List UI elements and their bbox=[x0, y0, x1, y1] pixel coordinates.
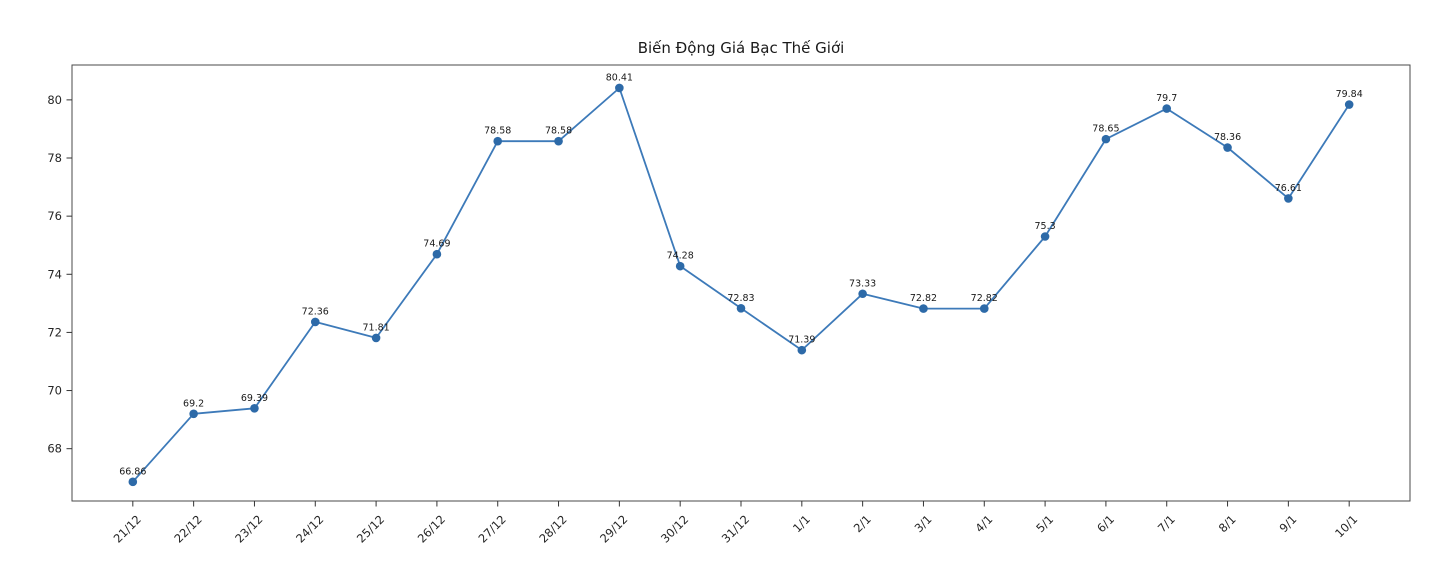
data-point bbox=[858, 289, 867, 299]
data-point-label: 78.58 bbox=[484, 126, 511, 137]
x-axis-tick-label: 27/12 bbox=[476, 512, 509, 545]
data-point bbox=[432, 249, 442, 259]
x-axis-tick-label: 23/12 bbox=[232, 512, 265, 545]
x-axis-tick-label: 4/1 bbox=[972, 512, 995, 535]
data-point-label: 78.36 bbox=[1214, 132, 1241, 143]
y-axis-tick-label: 72 bbox=[47, 325, 62, 339]
x-axis-tick-label: 28/12 bbox=[536, 512, 569, 545]
x-axis-tick-label: 5/1 bbox=[1033, 512, 1056, 535]
data-point bbox=[250, 403, 259, 413]
data-point-label: 80.41 bbox=[606, 72, 633, 83]
data-point bbox=[128, 477, 138, 487]
x-axis-tick-label: 30/12 bbox=[658, 512, 691, 545]
chart-title: Biến Động Giá Bạc Thế Giới bbox=[638, 39, 845, 57]
data-point-label: 78.65 bbox=[1092, 124, 1119, 135]
x-axis-tick-label: 22/12 bbox=[171, 512, 204, 545]
y-axis-tick-label: 80 bbox=[47, 93, 62, 107]
data-point-label: 76.61 bbox=[1275, 183, 1302, 194]
data-point bbox=[310, 317, 320, 327]
data-point-label: 69.39 bbox=[241, 393, 268, 404]
data-point-label: 79.84 bbox=[1336, 89, 1363, 100]
x-axis-tick-label: 31/12 bbox=[719, 512, 752, 545]
data-point-label: 73.33 bbox=[849, 278, 876, 289]
x-axis-tick-label: 21/12 bbox=[111, 512, 144, 545]
x-axis-tick-label: 2/1 bbox=[851, 512, 874, 535]
data-point bbox=[189, 409, 198, 419]
x-axis-tick-label: 26/12 bbox=[415, 512, 448, 545]
data-point-label: 72.83 bbox=[727, 293, 754, 304]
data-point bbox=[736, 303, 746, 313]
x-axis-tick-label: 3/1 bbox=[912, 512, 935, 535]
x-axis-tick-label: 10/1 bbox=[1332, 512, 1360, 540]
data-point bbox=[797, 345, 807, 355]
data-point bbox=[979, 304, 989, 313]
y-axis-tick-label: 74 bbox=[47, 267, 62, 281]
data-point bbox=[1162, 104, 1172, 113]
x-axis-tick-label: 7/1 bbox=[1155, 512, 1178, 535]
data-point bbox=[675, 261, 685, 271]
data-point bbox=[1344, 100, 1354, 109]
x-axis-tick-label: 25/12 bbox=[354, 512, 387, 545]
data-point bbox=[615, 83, 624, 93]
y-axis-tick-label: 70 bbox=[47, 384, 62, 398]
data-point bbox=[919, 304, 928, 313]
series-line bbox=[132, 87, 1350, 483]
data-point-label: 74.28 bbox=[667, 251, 694, 262]
data-point-label: 74.69 bbox=[423, 239, 450, 250]
y-axis-tick-label: 76 bbox=[47, 209, 62, 223]
data-point bbox=[493, 136, 503, 146]
x-axis-tick-label: 24/12 bbox=[293, 512, 326, 545]
y-axis-tick-label: 78 bbox=[47, 151, 62, 165]
x-axis-tick-label: 1/1 bbox=[790, 512, 813, 535]
x-axis-tick-label: 8/1 bbox=[1216, 512, 1239, 535]
x-axis-tick-label: 29/12 bbox=[597, 512, 630, 545]
data-point-label: 69.2 bbox=[183, 398, 204, 409]
data-point bbox=[371, 333, 381, 343]
x-axis-tick-label: 9/1 bbox=[1276, 512, 1299, 535]
data-point bbox=[1040, 232, 1050, 241]
data-point bbox=[1101, 134, 1111, 144]
data-point-label: 71.39 bbox=[788, 335, 815, 346]
data-point-label: 75.3 bbox=[1035, 221, 1056, 232]
data-point-label: 72.82 bbox=[971, 293, 998, 304]
data-point-label: 72.82 bbox=[910, 293, 937, 304]
data-point bbox=[1284, 194, 1293, 203]
data-point bbox=[1223, 143, 1232, 152]
x-axis-tick-label: 6/1 bbox=[1094, 512, 1117, 535]
plot-border bbox=[71, 64, 1411, 502]
plot-area: 68 70 72 74 76 78 80 21/12 22/12 23/12 24/12 25/12 2… bbox=[47, 64, 1411, 546]
data-point bbox=[554, 136, 563, 146]
y-axis-tick-label: 68 bbox=[47, 442, 62, 456]
data-point-label: 66.86 bbox=[119, 466, 146, 477]
data-point-label: 71.81 bbox=[362, 322, 389, 333]
data-point-label: 79.7 bbox=[1156, 93, 1177, 104]
data-point-label: 78.58 bbox=[545, 126, 572, 137]
data-point-label: 72.36 bbox=[302, 306, 329, 317]
